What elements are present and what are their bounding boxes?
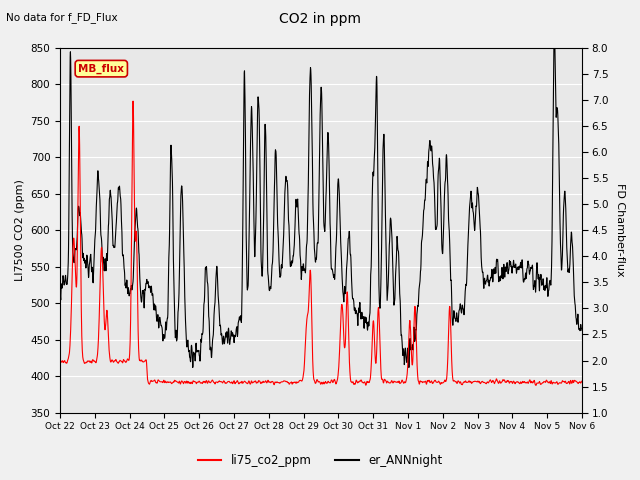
Y-axis label: FD Chamber-flux: FD Chamber-flux <box>615 183 625 277</box>
Y-axis label: LI7500 CO2 (ppm): LI7500 CO2 (ppm) <box>15 180 25 281</box>
Text: CO2 in ppm: CO2 in ppm <box>279 12 361 26</box>
Text: No data for f_FD_Flux: No data for f_FD_Flux <box>6 12 118 23</box>
Legend: li75_co2_ppm, er_ANNnight: li75_co2_ppm, er_ANNnight <box>193 449 447 472</box>
Text: MB_flux: MB_flux <box>78 63 124 74</box>
